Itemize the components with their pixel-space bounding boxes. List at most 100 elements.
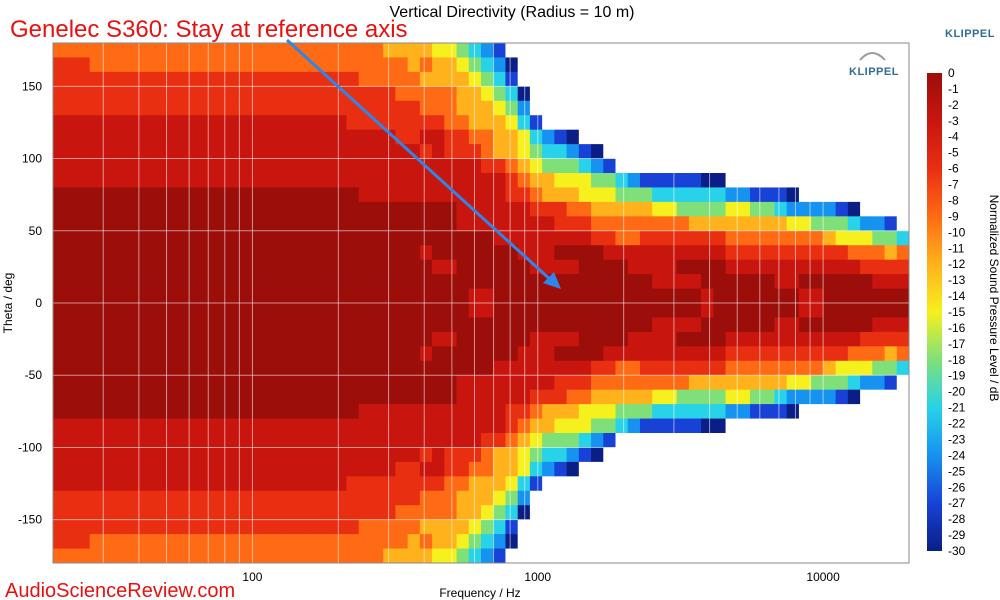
heatmap-cell (529, 187, 543, 203)
heatmap-cell (688, 158, 702, 174)
heatmap-cell (896, 86, 909, 102)
heatmap-cell (248, 86, 262, 102)
heatmap-cell (725, 57, 739, 73)
heatmap-cell (493, 490, 507, 506)
heatmap-cell (322, 303, 335, 319)
heatmap-cell (652, 389, 666, 405)
heatmap-cell (175, 57, 189, 73)
heatmap-cell (578, 534, 592, 550)
heatmap-cell (786, 418, 800, 434)
heatmap-cell (627, 86, 641, 102)
heatmap-cell (260, 57, 274, 73)
heatmap-cell (505, 476, 519, 492)
heatmap-cell (542, 288, 555, 304)
heatmap-cell (493, 461, 507, 477)
heatmap-cell (346, 259, 360, 275)
heatmap-cell (444, 71, 458, 87)
heatmap-cell (53, 548, 66, 563)
colorbar-label: Normalized Sound Pressure Level / dB (987, 195, 1000, 402)
heatmap-cell (432, 129, 445, 145)
heatmap-cell (664, 216, 678, 232)
heatmap-cell (77, 418, 91, 434)
heatmap-cell (774, 375, 788, 391)
heatmap-cell (395, 173, 409, 189)
heatmap-cell (860, 519, 873, 535)
heatmap-cell (554, 259, 568, 275)
heatmap-cell (199, 490, 213, 506)
heatmap-cell (627, 418, 641, 434)
heatmap-cell (383, 548, 396, 563)
heatmap-cell (370, 173, 384, 189)
heatmap-cell (578, 331, 592, 347)
heatmap-cell (896, 245, 909, 261)
heatmap-cell (358, 57, 372, 73)
heatmap-cell (211, 129, 225, 145)
heatmap-cell (53, 375, 66, 391)
heatmap-cell (187, 115, 201, 131)
heatmap-cell (53, 534, 66, 550)
logo-backdrop (843, 52, 905, 80)
heatmap-cell (774, 100, 788, 116)
heatmap-cell (346, 519, 360, 535)
heatmap-cell (615, 230, 629, 246)
heatmap-cell (114, 490, 127, 506)
heatmap-cell (260, 230, 274, 246)
heatmap-cell (774, 461, 788, 477)
heatmap-cell (529, 404, 543, 420)
heatmap-cell (322, 288, 335, 304)
heatmap-cell (199, 216, 213, 232)
heatmap-cell (481, 100, 494, 116)
heatmap-cell (297, 201, 311, 217)
heatmap-cell (65, 303, 79, 319)
heatmap-cell (407, 404, 421, 420)
heatmap-cell (138, 43, 152, 59)
heatmap-cell (578, 187, 592, 203)
heatmap-cell (346, 476, 360, 492)
heatmap-cell (664, 100, 678, 116)
heatmap-cell (896, 100, 909, 116)
heatmap-cell (517, 505, 531, 521)
heatmap-cell (248, 259, 262, 275)
heatmap-cell (407, 433, 421, 449)
heatmap-cell (150, 375, 164, 391)
heatmap-cell (273, 274, 286, 290)
heatmap-cell (334, 534, 348, 550)
x-tick-label: 10000 (806, 570, 840, 584)
heatmap-cell (150, 505, 164, 521)
heatmap-cell (89, 100, 103, 116)
heatmap-cell (750, 505, 763, 521)
heatmap-cell (860, 129, 873, 145)
heatmap-cell (175, 360, 189, 376)
heatmap-cell (419, 548, 433, 563)
heatmap-cell (444, 201, 458, 217)
heatmap-cell (77, 144, 91, 160)
heatmap-cell (175, 317, 189, 333)
heatmap-cell (89, 288, 103, 304)
heatmap-cell (273, 173, 286, 189)
heatmap-cell (652, 548, 666, 563)
heatmap-cell (688, 173, 702, 189)
heatmap-cell (407, 201, 421, 217)
heatmap-cell (774, 115, 788, 131)
heatmap-cell (566, 433, 580, 449)
heatmap-cell (798, 129, 812, 145)
heatmap-cell (346, 534, 360, 550)
heatmap-cell (896, 519, 909, 535)
heatmap-cell (89, 476, 103, 492)
heatmap-cell (370, 404, 384, 420)
colorbar-tick-label: -2 (948, 98, 959, 112)
heatmap-cell (762, 331, 776, 347)
heatmap-cell (872, 129, 886, 145)
heatmap-cell (823, 317, 837, 333)
heatmap-cell (566, 187, 580, 203)
heatmap-cell (676, 490, 690, 506)
heatmap-cell (224, 43, 238, 59)
heatmap-cell (652, 115, 666, 131)
heatmap-cell (566, 129, 580, 145)
heatmap-cell (309, 43, 323, 59)
heatmap-cell (53, 144, 66, 160)
heatmap-cell (53, 158, 66, 174)
heatmap-cell (884, 230, 898, 246)
heatmap-cell (407, 418, 421, 434)
